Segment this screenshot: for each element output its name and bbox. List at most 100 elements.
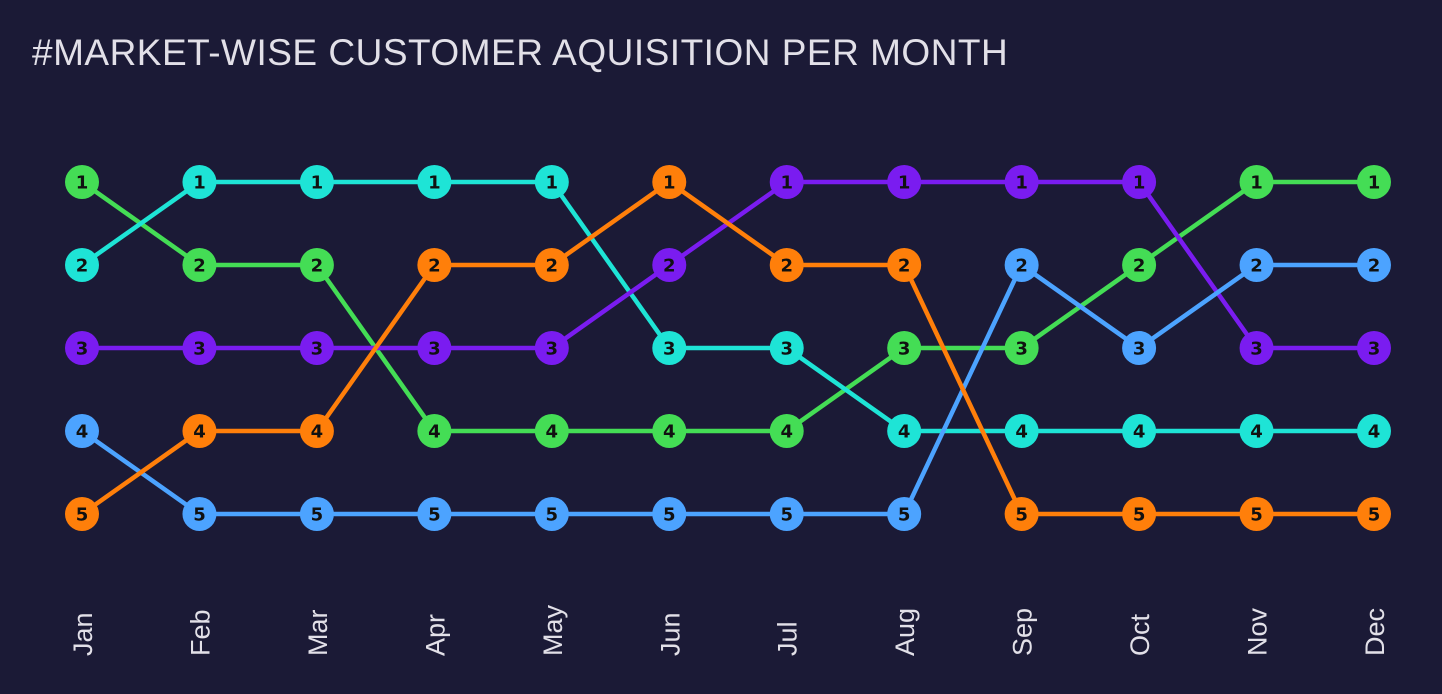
point-marker: [182, 165, 217, 199]
data-point: 1: [534, 165, 569, 199]
point-marker: [65, 248, 99, 282]
x-tick-label: Aug: [890, 608, 920, 656]
data-point: 1: [887, 165, 922, 199]
point-marker: [1122, 497, 1157, 531]
data-point: 2: [1122, 248, 1157, 282]
data-point: 5: [769, 497, 804, 531]
point-marker: [65, 414, 99, 448]
point-marker: [417, 414, 452, 448]
point-marker: [534, 497, 569, 531]
point-marker: [652, 248, 687, 282]
point-label: 5: [428, 505, 441, 526]
point-label: 5: [898, 505, 911, 526]
point-marker: [652, 331, 687, 365]
point-label: 5: [193, 505, 206, 526]
data-point: 3: [534, 331, 569, 365]
point-label: 4: [546, 422, 559, 443]
point-label: 4: [428, 422, 441, 443]
point-label: 5: [1250, 505, 1263, 526]
point-label: 2: [1133, 256, 1146, 277]
point-marker: [887, 248, 922, 282]
point-marker: [65, 331, 99, 365]
series-line-1: [79, 179, 1377, 434]
series-points: 1 2 2 4 4 4 4 3 3 2 1 1 2 1 1 1 1 3 3 4 4 4 4 4 3 3 3 3 3 2 1 1 1 1 3 3 4 5 5 5…: [65, 165, 1391, 531]
point-label: 2: [780, 256, 793, 277]
point-marker: [534, 414, 569, 448]
point-marker: [887, 165, 922, 199]
point-label: 1: [780, 173, 793, 194]
point-marker: [887, 497, 922, 531]
data-point: 4: [887, 414, 922, 448]
point-label: 2: [428, 256, 441, 277]
data-point: 5: [299, 497, 334, 531]
data-point: 4: [1357, 414, 1391, 448]
point-label: 3: [1133, 339, 1146, 360]
point-label: 4: [780, 422, 793, 443]
point-label: 5: [1368, 505, 1381, 526]
point-label: 1: [1250, 173, 1263, 194]
x-tick-label: May: [538, 604, 568, 656]
data-point: 4: [299, 414, 334, 448]
data-point: 4: [769, 414, 804, 448]
point-marker: [1357, 497, 1391, 531]
data-point: 2: [652, 248, 687, 282]
point-marker: [65, 497, 99, 531]
data-point: 1: [1122, 165, 1157, 199]
point-label: 4: [1368, 422, 1381, 443]
point-label: 3: [311, 339, 324, 360]
point-label: 1: [1015, 173, 1028, 194]
point-marker: [1239, 331, 1274, 365]
data-point: 1: [182, 165, 217, 199]
data-point: 4: [65, 414, 99, 448]
point-marker: [182, 497, 217, 531]
data-point: 3: [652, 331, 687, 365]
point-label: 4: [311, 422, 324, 443]
point-marker: [652, 165, 687, 199]
point-label: 3: [546, 339, 559, 360]
point-marker: [769, 248, 804, 282]
point-label: 3: [898, 339, 911, 360]
point-label: 4: [193, 422, 206, 443]
x-tick-label: Feb: [185, 609, 215, 656]
point-marker: [182, 414, 217, 448]
data-point: 2: [1004, 248, 1039, 282]
series-line-3: [79, 262, 1377, 517]
point-label: 3: [1368, 339, 1381, 360]
data-point: 4: [182, 414, 217, 448]
point-marker: [417, 248, 452, 282]
point-label: 2: [898, 256, 911, 277]
point-marker: [534, 331, 569, 365]
data-point: 5: [1004, 497, 1039, 531]
point-label: 2: [1015, 256, 1028, 277]
point-marker: [1122, 414, 1157, 448]
data-point: 2: [534, 248, 569, 282]
point-marker: [417, 497, 452, 531]
x-tick-label: Nov: [1243, 607, 1273, 656]
point-marker: [417, 165, 452, 199]
data-point: 1: [299, 165, 334, 199]
point-marker: [1239, 414, 1274, 448]
point-marker: [534, 165, 569, 199]
point-marker: [1357, 248, 1391, 282]
point-label: 3: [1015, 339, 1028, 360]
data-point: 3: [417, 331, 452, 365]
x-axis: Jan Feb Mar Apr May Jun Jul Aug Sep Oct Nov Dec: [68, 604, 1390, 656]
series-line-0: [79, 179, 1377, 434]
point-label: 5: [780, 505, 793, 526]
point-marker: [769, 414, 804, 448]
point-marker: [887, 331, 922, 365]
point-label: 3: [1250, 339, 1263, 360]
point-marker: [1122, 248, 1157, 282]
point-marker: [65, 165, 99, 199]
data-point: 5: [1239, 497, 1274, 531]
point-label: 3: [76, 339, 89, 360]
point-marker: [534, 248, 569, 282]
point-label: 5: [311, 505, 324, 526]
data-point: 5: [65, 497, 99, 531]
point-marker: [1004, 248, 1039, 282]
point-label: 2: [546, 256, 559, 277]
point-label: 5: [663, 505, 676, 526]
data-point: 2: [1357, 248, 1391, 282]
series-line-4: [79, 179, 1377, 517]
